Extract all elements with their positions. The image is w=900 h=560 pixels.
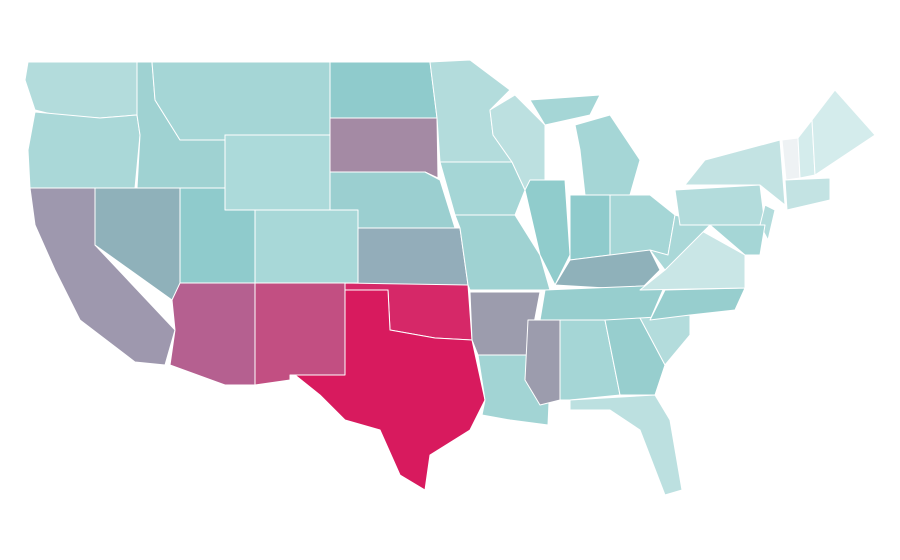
state [559, 319, 621, 401]
state [639, 229, 746, 291]
state [254, 209, 359, 284]
state [151, 61, 331, 141]
state [609, 194, 676, 256]
state [529, 94, 601, 126]
state [224, 134, 331, 211]
state [524, 319, 561, 406]
state [784, 177, 831, 211]
state [254, 282, 346, 386]
state [294, 289, 486, 491]
state [649, 287, 746, 321]
state [329, 61, 438, 119]
state [569, 194, 611, 261]
state [27, 111, 141, 189]
state [357, 227, 469, 286]
state [574, 114, 641, 196]
state [329, 117, 439, 179]
state [454, 214, 551, 291]
state [24, 61, 138, 119]
state [674, 184, 766, 226]
state [569, 394, 683, 496]
state [709, 224, 766, 256]
state [169, 282, 256, 386]
state [439, 161, 526, 216]
state [811, 89, 876, 176]
state [781, 137, 801, 181]
state [684, 139, 786, 206]
